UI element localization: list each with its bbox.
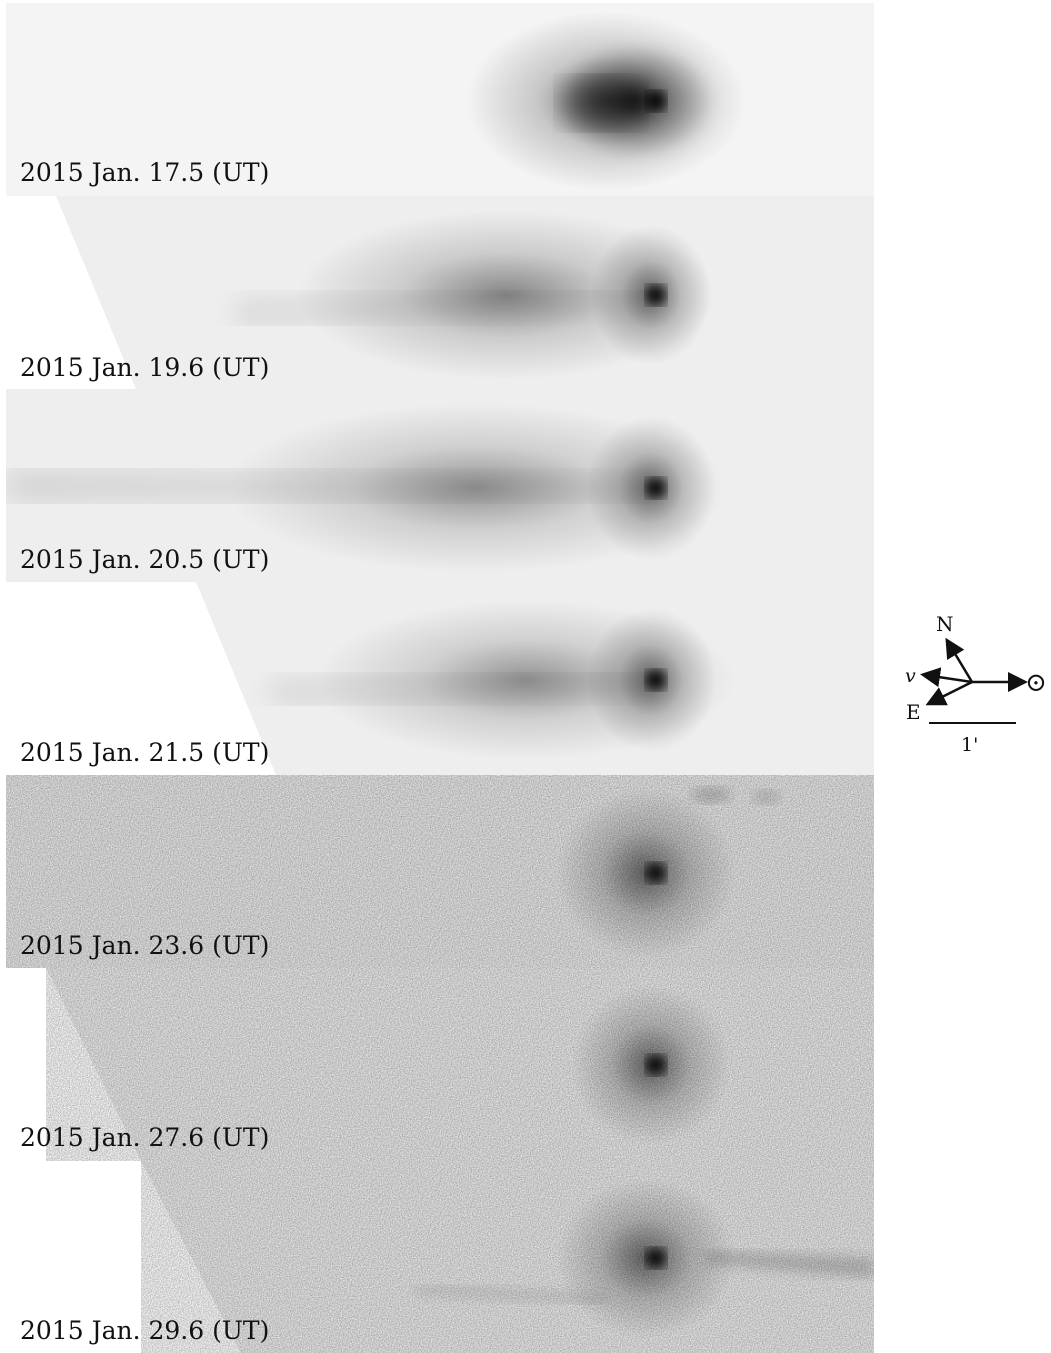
- orientation-compass: N v E ⊙ 1': [895, 605, 1051, 765]
- panel-6-image: [46, 968, 874, 1161]
- scale-bar-label: 1': [961, 734, 978, 756]
- comet-image-mosaic: [6, 3, 874, 1353]
- panel-7-image: [141, 1161, 874, 1353]
- panel-7-date-label: 2015 Jan. 29.6 (UT): [20, 1316, 270, 1345]
- panel-2-date-label: 2015 Jan. 19.6 (UT): [20, 353, 270, 382]
- east-arrow: [925, 680, 973, 706]
- sun-symbol-icon: ⊙: [1025, 668, 1047, 698]
- east-label: E: [906, 700, 921, 724]
- panel-4-image: [196, 582, 874, 775]
- panel-3-date-label: 2015 Jan. 20.5 (UT): [20, 545, 270, 574]
- velocity-arrow: [920, 667, 973, 688]
- north-arrow: [945, 637, 974, 683]
- panel-3-image: [6, 389, 874, 582]
- panel-5-date-label: 2015 Jan. 23.6 (UT): [20, 931, 270, 960]
- panel-1-image: [6, 3, 874, 196]
- panel-2-image: [56, 196, 874, 389]
- velocity-label: v: [905, 665, 916, 687]
- panel-4-date-label: 2015 Jan. 21.5 (UT): [20, 738, 270, 767]
- north-label: N: [936, 612, 954, 636]
- panel-1-date-label: 2015 Jan. 17.5 (UT): [20, 158, 270, 187]
- panel-6-date-label: 2015 Jan. 27.6 (UT): [20, 1123, 270, 1152]
- panel-5-image: [6, 775, 874, 968]
